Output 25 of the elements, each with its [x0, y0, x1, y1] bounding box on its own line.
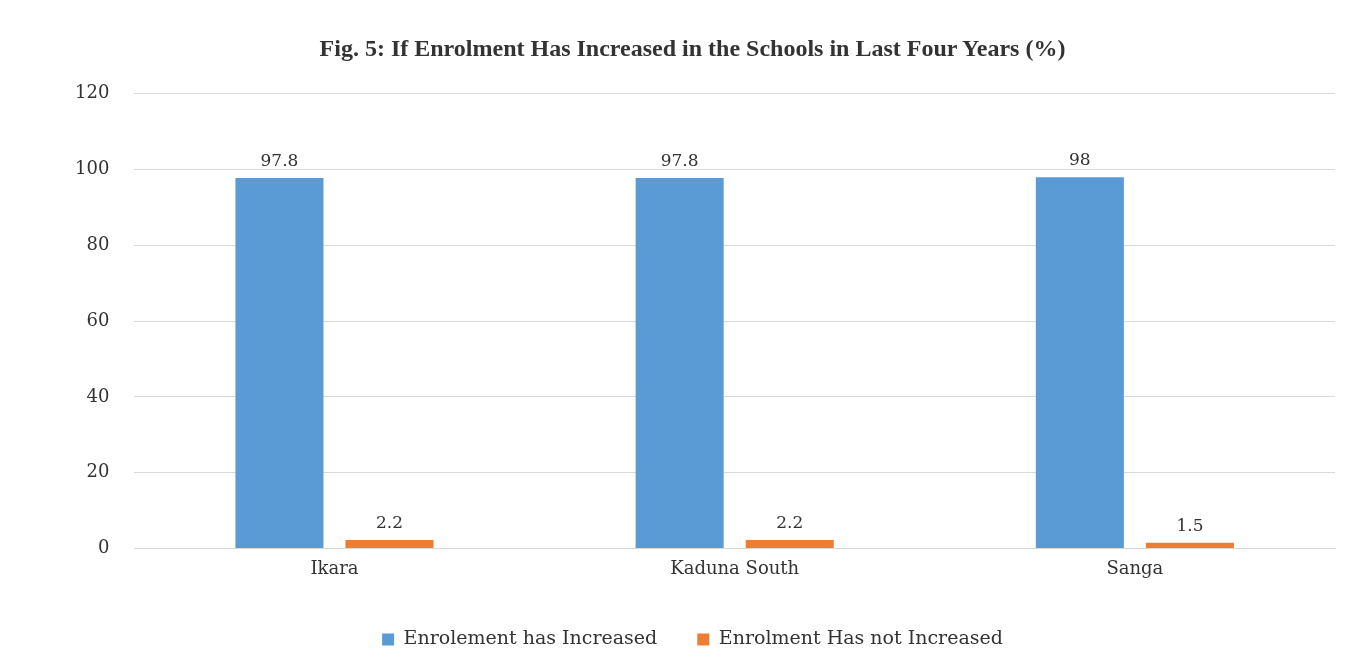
- data-label: 97.8: [260, 149, 299, 170]
- y-tick-label: 60: [86, 308, 110, 330]
- y-tick-label: 0: [97, 536, 110, 558]
- bar: [1035, 177, 1124, 548]
- y-tick-label: 80: [86, 233, 110, 255]
- y-tick-label: 40: [86, 384, 110, 406]
- legend-label: Enrolement has Increased: [403, 626, 658, 649]
- x-tick-label: Kaduna South: [670, 556, 800, 578]
- bar: [345, 540, 434, 548]
- data-label: 97.8: [660, 149, 699, 170]
- y-tick-label: 20: [86, 460, 110, 482]
- x-tick-label: Ikara: [310, 556, 359, 578]
- bar: [235, 177, 324, 548]
- bar: [635, 177, 724, 548]
- y-tick-label: 120: [75, 81, 110, 103]
- legend-label: Enrolment Has not Increased: [718, 626, 1003, 649]
- bar: [745, 540, 834, 548]
- x-tick-label: Sanga: [1106, 556, 1164, 578]
- data-label: 1.5: [1176, 514, 1204, 535]
- data-label: 2.2: [776, 511, 804, 532]
- bar: [1145, 542, 1234, 548]
- data-label: 2.2: [375, 511, 404, 532]
- data-label: 98: [1069, 149, 1091, 170]
- y-tick-label: 100: [75, 157, 110, 179]
- chart-title: Fig. 5: If Enrolment Has Increased in the Schools in Last Four Years (%): [319, 34, 1066, 61]
